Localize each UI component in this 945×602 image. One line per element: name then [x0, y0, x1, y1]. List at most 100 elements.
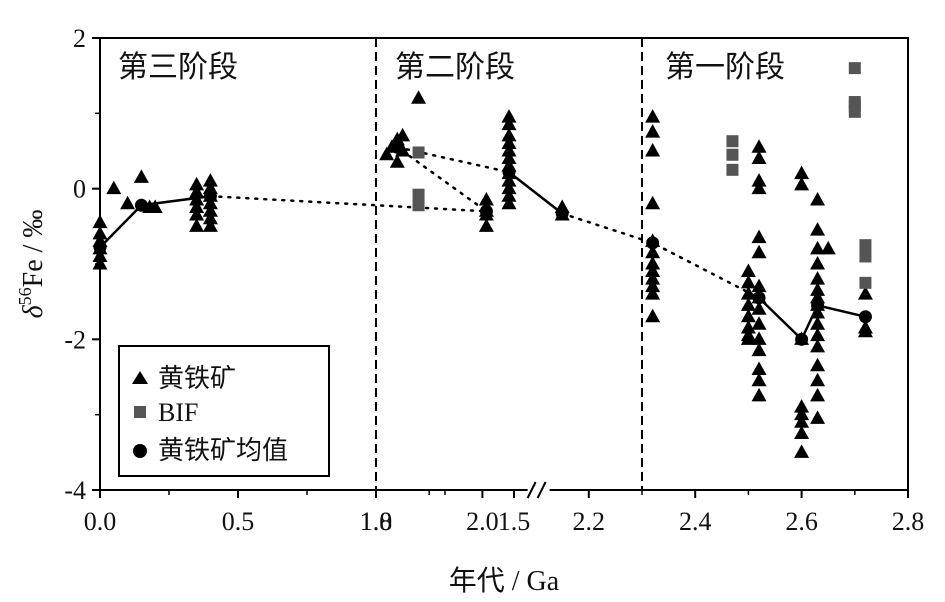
pyrite-point [147, 199, 163, 213]
pyrite-point [645, 286, 661, 300]
stage-label-2: 第二阶段 [395, 51, 515, 84]
bif-point [412, 199, 425, 212]
pyrite-mean-point [203, 189, 217, 203]
bif-point [412, 188, 425, 201]
bif-point [726, 135, 739, 148]
x-tick-label: 0.5 [222, 507, 255, 536]
x-tick-label: 1.8 [360, 507, 393, 536]
pyrite-point [794, 399, 810, 413]
pyrite-mean-point [646, 236, 660, 250]
pyrite-point [810, 327, 826, 342]
pyrite-point [794, 176, 810, 191]
pyrite-point [810, 222, 826, 236]
pyrite-point [751, 316, 767, 330]
pyrite-mean-point [858, 310, 872, 324]
pyrite-point [395, 127, 411, 142]
x-axis-title: 年代 / Ga [449, 565, 560, 597]
pyrite-point [794, 425, 810, 439]
y-tick-label: -2 [64, 325, 86, 354]
legend: 黄铁矿 BIF 黄铁矿均值 [118, 345, 330, 477]
pyrite-point [740, 331, 756, 345]
pyrite-point [202, 173, 218, 187]
legend-label-pyrite-mean: 黄铁矿均值 [158, 436, 288, 465]
pyrite-point [794, 414, 810, 428]
pyrite-point [751, 331, 767, 345]
pyrite-point [740, 320, 756, 334]
x-tick-label: 1.0 [360, 507, 393, 536]
pyrite-point [189, 191, 205, 206]
pyrite-point [379, 146, 395, 161]
pyrite-point [501, 195, 517, 210]
pyrite-point [810, 387, 826, 402]
pyrite-point [645, 308, 661, 323]
pyrite-point [501, 135, 517, 149]
pyrite-point [751, 180, 767, 195]
pyrite-point [751, 139, 767, 153]
pyrite-point [202, 218, 218, 232]
pyrite-point [501, 173, 517, 187]
pyrite-point [810, 256, 826, 270]
mean-trend-dotted-line [560, 212, 761, 300]
pyrite-point [501, 188, 517, 202]
bif-point [726, 148, 739, 161]
pyrite-mean-point [93, 240, 107, 254]
pyrite-point [645, 244, 661, 259]
pyrite-point [645, 143, 661, 157]
pyrite-point [92, 214, 108, 229]
pyrite-point [751, 229, 767, 244]
pyrite-point [501, 127, 517, 142]
pyrite-point [389, 154, 405, 168]
pyrite-point [810, 316, 826, 330]
pyrite-point [751, 387, 767, 402]
mean-trend-dotted-line [209, 145, 511, 213]
pyrite-point [751, 301, 767, 315]
mean-trend-solid-line [508, 171, 563, 215]
pyrite-point [794, 406, 810, 421]
x-tick-label: 2.2 [573, 507, 606, 536]
legend-label-bif: BIF [158, 398, 198, 427]
bif-point [412, 146, 425, 159]
pyrite-point [794, 444, 810, 458]
bif-point [726, 163, 739, 176]
pyrite-point [810, 240, 826, 255]
stage-label-3: 第三阶段 [118, 51, 238, 84]
pyrite-mean-point [811, 298, 825, 312]
pyrite-point [810, 271, 826, 285]
pyrite-mean-point [795, 332, 809, 346]
pyrite-point [751, 372, 767, 387]
pyrite-point [751, 278, 767, 293]
pyrite-point [92, 256, 108, 270]
pyrite-point [810, 357, 826, 372]
bif-point [859, 276, 872, 289]
x-tick-label: 1.5 [498, 507, 531, 536]
y-axis-title-superscript: 56 [15, 287, 35, 305]
pyrite-point [810, 372, 826, 387]
y-tick-label: 2 [73, 24, 86, 53]
pyrite-point [740, 286, 756, 300]
x-tick-label: 2.0 [466, 507, 499, 536]
legend-marker-square [134, 406, 146, 418]
pyrite-point [751, 244, 767, 259]
pyrite-point [478, 191, 494, 206]
pyrite-point [120, 195, 136, 210]
pyrite-point [92, 248, 108, 262]
bif-point [859, 239, 872, 252]
mean-trend-solid-line [758, 297, 866, 342]
pyrite-mean-point [555, 207, 569, 221]
bif-point [859, 250, 872, 263]
pyrite-point [189, 176, 205, 191]
pyrite-point [810, 410, 826, 424]
pyrite-point [810, 191, 826, 206]
pyrite-point [202, 180, 218, 195]
pyrite-point [501, 109, 517, 123]
axis-break-slash [526, 481, 537, 499]
pyrite-point [857, 286, 873, 300]
pyrite-point [810, 338, 826, 353]
pyrite-point [189, 184, 205, 198]
axis-break-slash [536, 481, 547, 499]
pyrite-mean-point [752, 291, 766, 305]
pyrite-point [740, 263, 756, 278]
pyrite-point [820, 240, 836, 255]
pyrite-point [645, 124, 661, 138]
